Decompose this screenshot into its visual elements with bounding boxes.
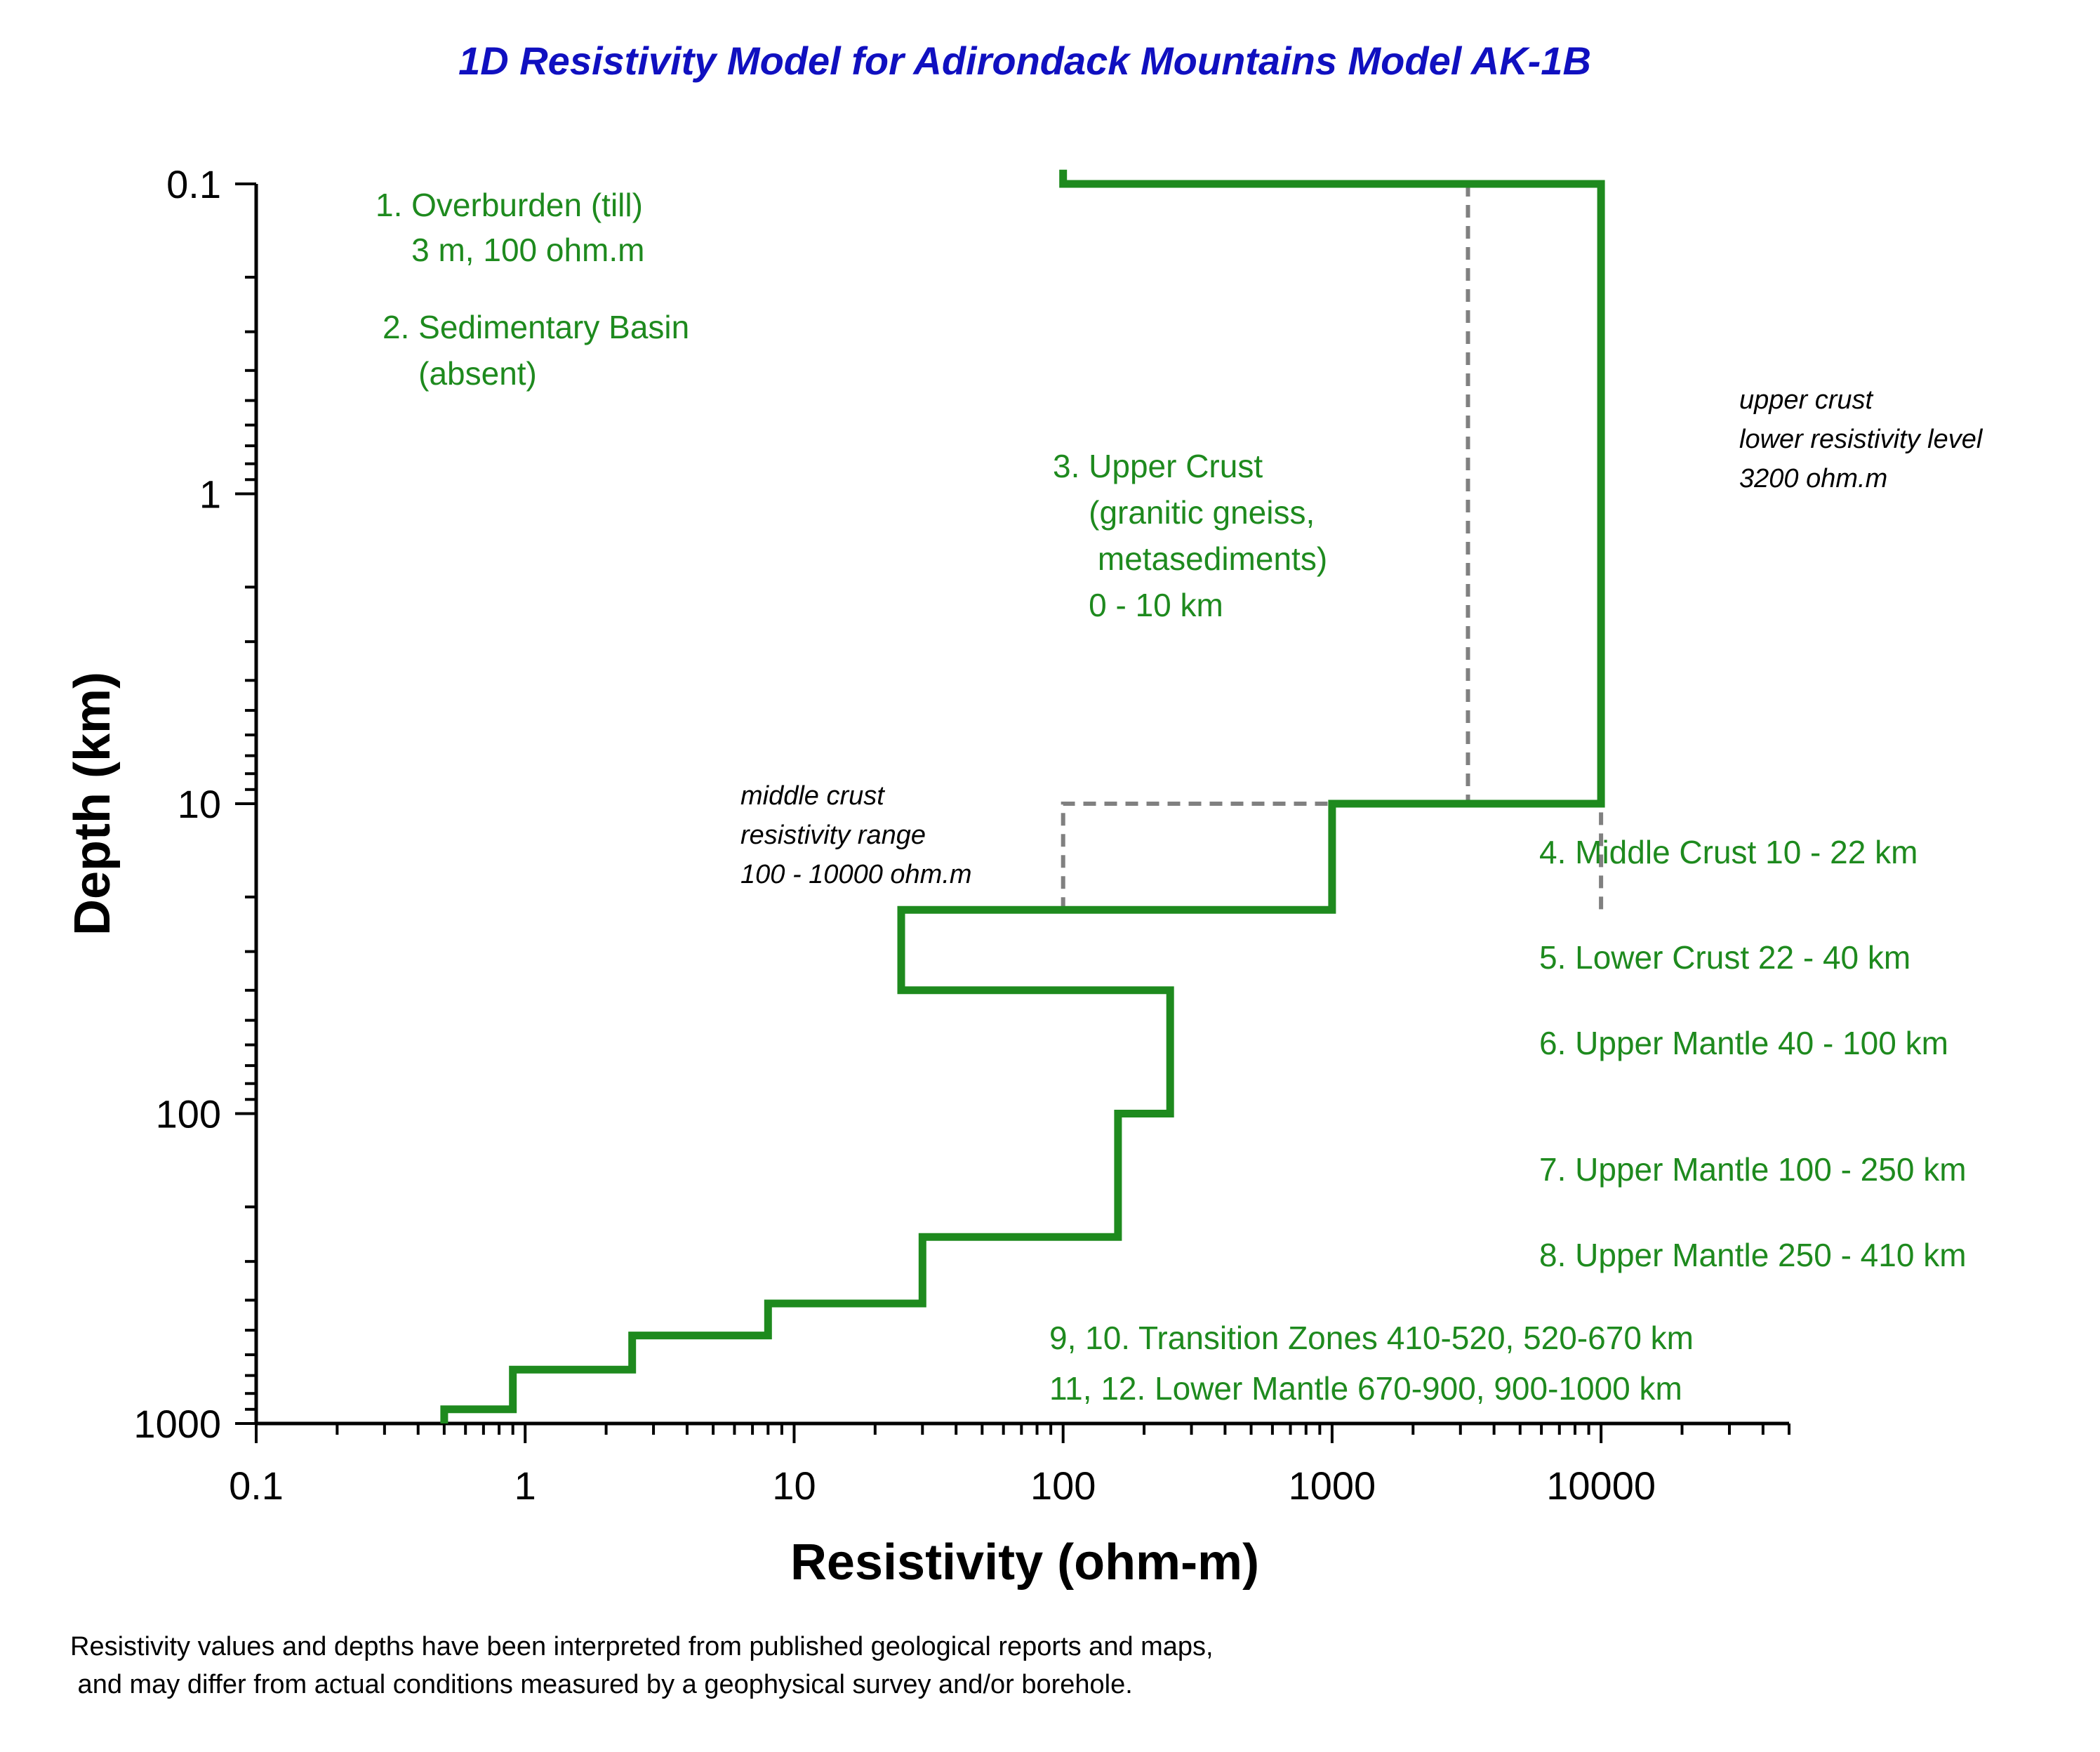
annotation-middle-crust-range: middle crust resistivity range 100 - 100… — [740, 781, 972, 889]
x-tick-label: 100 — [1030, 1464, 1096, 1508]
annotation-transition-zones: 9, 10. Transition Zones 410-520, 520-670… — [1049, 1320, 1694, 1356]
footnote-line-1: Resistivity values and depths have been … — [70, 1632, 1214, 1661]
annotation-upper-crust-level: upper crust lower resistivity level 3200… — [1739, 385, 1990, 493]
annotation-line: resistivity range — [740, 821, 926, 850]
x-axis-label: Resistivity (ohm-m) — [790, 1534, 1259, 1591]
annotation-upper-mantle-250-410: 8. Upper Mantle 250 - 410 km — [1539, 1237, 1967, 1273]
x-tick-label: 1 — [514, 1464, 536, 1508]
footnote-line-2: and may differ from actual conditions me… — [70, 1670, 1133, 1699]
annotations: 1. Overburden (till) 3 m, 100 ohm.m 2. S… — [376, 187, 1990, 1407]
annotation-overburden: 1. Overburden (till) 3 m, 100 ohm.m — [376, 187, 652, 268]
annotation-upper-crust: 3. Upper Crust (granitic gneiss, metased… — [1053, 448, 1336, 623]
x-tick-label: 1000 — [1289, 1464, 1376, 1508]
resistivity-range-dashed-line — [1061, 802, 1604, 910]
resistivity-profile-line — [440, 169, 1605, 1424]
y-tick-label: 10 — [178, 782, 221, 826]
annotation-line: 3200 ohm.m — [1739, 464, 1887, 493]
annotation-line: 3 m, 100 ohm.m — [376, 232, 644, 268]
x-tick-label: 10000 — [1546, 1464, 1656, 1508]
annotation-lower-crust: 5. Lower Crust 22 - 40 km — [1539, 939, 1910, 976]
y-tick-labels: 0.1 1 10 100 1000 — [133, 162, 221, 1446]
chart-title: 1D Resistivity Model for Adirondack Moun… — [458, 39, 1591, 83]
annotation-middle-crust: 4. Middle Crust 10 - 22 km — [1539, 834, 1918, 870]
annotation-lower-mantle: 11, 12. Lower Mantle 670-900, 900-1000 k… — [1049, 1370, 1682, 1407]
annotation-line: (granitic gneiss, — [1053, 494, 1315, 531]
annotation-upper-mantle-40-100: 6. Upper Mantle 40 - 100 km — [1539, 1025, 1948, 1061]
annotation-line: 2. Sedimentary Basin — [383, 309, 689, 345]
annotation-line: 3. Upper Crust — [1053, 448, 1263, 484]
annotation-line: (absent) — [383, 355, 537, 392]
x-tick-label: 10 — [772, 1464, 816, 1508]
annotation-line: lower resistivity level — [1739, 425, 1983, 454]
y-tick-label: 0.1 — [166, 162, 221, 206]
annotation-line: 1. Overburden (till) — [376, 187, 643, 223]
annotation-sedimentary-basin: 2. Sedimentary Basin (absent) — [383, 309, 698, 392]
y-tick-label: 100 — [156, 1092, 221, 1136]
series-layer — [440, 169, 1605, 1424]
annotation-line: 0 - 10 km — [1053, 587, 1223, 623]
y-axis-label: Depth (km) — [65, 672, 121, 936]
y-tick-label: 1000 — [133, 1402, 221, 1446]
x-tick-labels: 0.1 1 10 100 1000 10000 — [229, 1464, 1656, 1508]
annotation-upper-mantle-100-250: 7. Upper Mantle 100 - 250 km — [1539, 1151, 1967, 1188]
annotation-line: upper crust — [1739, 385, 1874, 415]
x-tick-label: 0.1 — [229, 1464, 284, 1508]
y-tick-label: 1 — [199, 472, 221, 517]
annotation-line: middle crust — [740, 781, 885, 811]
annotation-line: metasediments) — [1053, 540, 1327, 577]
axis-ticks — [235, 182, 1790, 1443]
annotation-line: 100 - 10000 ohm.m — [740, 860, 972, 889]
